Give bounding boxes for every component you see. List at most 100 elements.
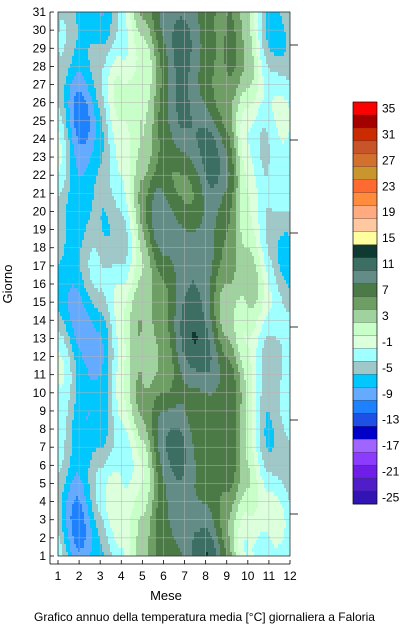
- contour-cell: [94, 460, 97, 465]
- contour-cell: [84, 36, 87, 41]
- contour-cell: [68, 320, 71, 325]
- contour-cell: [88, 172, 91, 177]
- contour-cell: [112, 272, 115, 277]
- contour-cell: [94, 144, 97, 149]
- contour-cell: [118, 408, 121, 413]
- contour-cell: [64, 140, 67, 145]
- contour-cell: [118, 108, 121, 113]
- contour-cell: [76, 444, 79, 449]
- contour-cell: [64, 344, 67, 349]
- contour-cell: [66, 100, 69, 105]
- contour-cell: [86, 260, 89, 265]
- contour-cell: [82, 392, 85, 397]
- contour-cell: [102, 412, 105, 417]
- contour-cell: [122, 328, 125, 333]
- contour-cell: [108, 468, 111, 473]
- contour-cell: [106, 472, 109, 477]
- contour-cell: [110, 16, 113, 21]
- contour-cell: [116, 12, 119, 17]
- contour-cell: [90, 304, 93, 309]
- contour-cell: [80, 320, 83, 325]
- contour-cell: [122, 208, 125, 213]
- contour-cell: [64, 492, 67, 497]
- contour-cell: [94, 108, 97, 113]
- contour-cell: [118, 400, 121, 405]
- contour-cell: [76, 140, 79, 145]
- contour-cell: [118, 440, 121, 445]
- contour-cell: [70, 140, 73, 145]
- contour-cell: [124, 124, 127, 129]
- contour-cell: [116, 56, 119, 61]
- contour-cell: [94, 368, 97, 373]
- contour-cell: [80, 444, 83, 449]
- contour-cell: [112, 228, 115, 233]
- contour-cell: [76, 256, 79, 261]
- contour-cell: [122, 192, 125, 197]
- contour-cell: [82, 524, 85, 529]
- contour-cell: [102, 16, 105, 21]
- contour-cell: [84, 84, 87, 89]
- contour-cell: [126, 68, 129, 73]
- contour-cell: [80, 412, 83, 417]
- contour-cell: [106, 464, 109, 469]
- contour-cell: [86, 132, 89, 137]
- contour-cell: [100, 176, 103, 181]
- contour-cell: [66, 120, 69, 125]
- contour-cell: [82, 276, 85, 281]
- contour-cell: [70, 488, 73, 493]
- contour-cell: [62, 424, 65, 429]
- contour-cell: [126, 224, 129, 229]
- contour-cell: [110, 240, 113, 245]
- contour-cell: [70, 80, 73, 85]
- contour-cell: [108, 84, 111, 89]
- contour-cell: [98, 100, 101, 105]
- contour-cell: [122, 344, 125, 349]
- contour-cell: [116, 496, 119, 501]
- contour-cell: [82, 460, 85, 465]
- contour-cell: [96, 128, 99, 133]
- contour-cell: [124, 100, 127, 105]
- contour-cell: [80, 516, 83, 521]
- contour-cell: [68, 360, 71, 365]
- contour-cell: [58, 36, 61, 41]
- contour-cell: [64, 284, 67, 289]
- contour-cell: [114, 208, 117, 213]
- contour-cell: [94, 140, 97, 145]
- contour-cell: [106, 220, 109, 225]
- contour-cell: [92, 16, 95, 21]
- contour-cell: [72, 476, 75, 481]
- contour-cell: [68, 348, 71, 353]
- contour-cell: [104, 532, 107, 537]
- contour-cell: [98, 108, 101, 113]
- contour-cell: [92, 440, 95, 445]
- contour-cell: [116, 84, 119, 89]
- contour-cell: [122, 220, 125, 225]
- contour-cell: [86, 356, 89, 361]
- contour-cell: [58, 400, 61, 405]
- contour-cell: [112, 120, 115, 125]
- contour-cell: [92, 540, 95, 545]
- contour-cell: [96, 464, 99, 469]
- contour-cell: [122, 56, 125, 61]
- contour-cell: [124, 200, 127, 205]
- contour-cell: [124, 376, 127, 381]
- contour-cell: [64, 80, 67, 85]
- contour-cell: [90, 388, 93, 393]
- contour-cell: [74, 156, 77, 161]
- contour-cell: [72, 472, 75, 477]
- contour-cell: [100, 476, 103, 481]
- contour-cell: [64, 68, 67, 73]
- contour-cell: [100, 248, 103, 253]
- contour-cell: [96, 484, 99, 489]
- contour-cell: [118, 236, 121, 241]
- contour-cell: [116, 136, 119, 141]
- contour-cell: [60, 348, 63, 353]
- contour-cell: [60, 452, 63, 457]
- contour-cell: [102, 308, 105, 313]
- contour-cell: [68, 256, 71, 261]
- contour-cell: [70, 416, 73, 421]
- contour-cell: [94, 508, 97, 513]
- contour-cell: [90, 196, 93, 201]
- contour-cell: [80, 184, 83, 189]
- contour-cell: [114, 216, 117, 221]
